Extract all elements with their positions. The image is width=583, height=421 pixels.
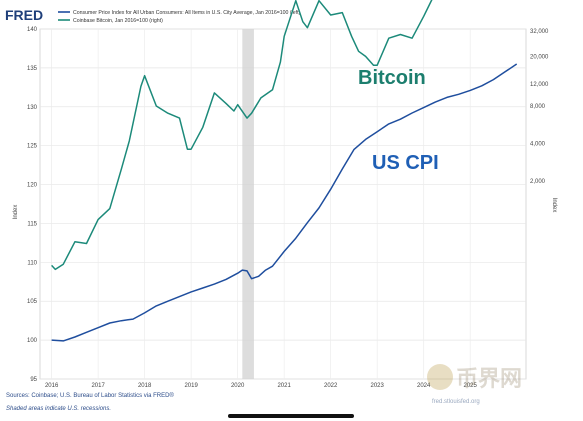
left-tick-label: 120	[27, 183, 38, 189]
series-line-bitcoin	[51, 0, 433, 271]
y-axis-title-left: Index	[13, 205, 19, 220]
right-tick-label: 2,000	[530, 179, 546, 185]
x-tick-label: 2019	[184, 383, 198, 389]
x-tick-label: 2022	[324, 383, 338, 389]
right-tick-label: 12,000	[530, 82, 549, 88]
left-tick-label: 125	[27, 144, 38, 150]
home-indicator	[228, 414, 354, 418]
gridlines	[40, 28, 526, 380]
y-axis-title-right: Index	[551, 198, 557, 213]
legend: Consumer Price Index for All Urban Consu…	[58, 10, 301, 24]
watermark: 币界网	[427, 364, 522, 391]
right-tick-label: 20,000	[530, 54, 549, 60]
left-tick-label: 135	[27, 66, 38, 72]
left-tick-label: 95	[30, 377, 37, 383]
cpi-annotation: US CPI	[372, 152, 439, 174]
right-tick-label: 8,000	[530, 104, 546, 110]
left-tick-label: 140	[27, 27, 38, 33]
url-fragment: fred.stlouisfed.org	[432, 399, 480, 405]
legend-label-cpi: Consumer Price Index for All Urban Consu…	[73, 10, 301, 16]
left-tick-label: 110	[27, 260, 37, 266]
x-tick-label: 2025	[464, 383, 478, 389]
x-tick-label: 2024	[417, 383, 431, 389]
recession-shading	[242, 29, 254, 379]
right-tick-label: 4,000	[530, 142, 546, 148]
right-axis-ticks: 2,000 4,000 8,000 12,000 20,000 32,000	[530, 29, 549, 185]
x-tick-label: 2016	[45, 383, 59, 389]
left-tick-label: 115	[27, 221, 37, 227]
sources-text: Sources: Coinbase; U.S. Bureau of Labor …	[6, 392, 174, 399]
plot-area	[39, 28, 527, 380]
recession-note: Shaded areas indicate U.S. recessions.	[6, 406, 111, 412]
x-tick-label: 2023	[370, 383, 384, 389]
series-layer	[51, 0, 518, 342]
x-tick-label: 2017	[91, 383, 105, 389]
x-tick-label: 2018	[138, 383, 152, 389]
bitcoin-annotation: Bitcoin	[358, 67, 426, 89]
series-line-cpi	[51, 63, 518, 342]
watermark-text: 币界网	[456, 366, 522, 391]
left-tick-label: 105	[27, 299, 38, 305]
legend-label-bitcoin: Coinbase Bitcoin, Jan 2016=100 (right)	[73, 18, 163, 24]
x-tick-label: 2020	[231, 383, 245, 389]
right-tick-label: 32,000	[530, 29, 549, 35]
left-tick-label: 100	[27, 338, 38, 344]
x-tick-label: 2021	[277, 383, 291, 389]
x-axis-ticks: 2016 2017 2018 2019 2020 2021 2022 2023 2024 2025	[45, 383, 478, 389]
left-axis-ticks: 95 100 105 110 115 120 125 130 135 140	[27, 27, 38, 383]
watermark-coin-icon	[427, 364, 453, 390]
fred-logo[interactable]: FRED	[5, 7, 43, 23]
left-tick-label: 130	[27, 105, 38, 111]
